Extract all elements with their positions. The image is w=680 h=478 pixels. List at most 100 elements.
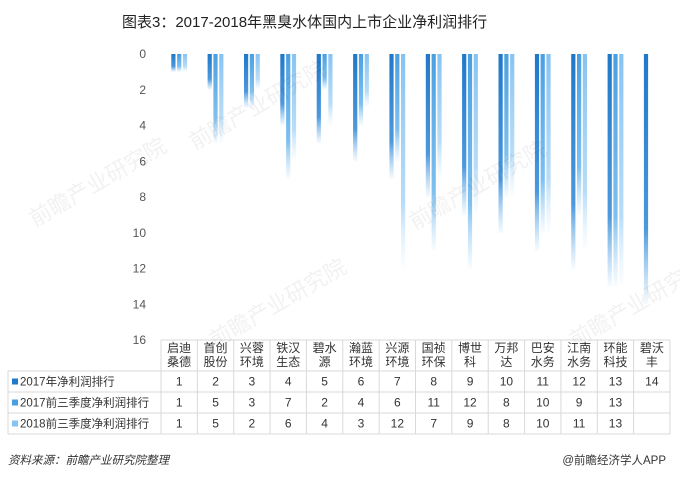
bar-1-3 (244, 54, 249, 108)
bar-1-12 (571, 54, 576, 269)
bar-3-10 (510, 54, 515, 197)
bar-2-5 (322, 54, 327, 90)
table-cell: 2 (212, 375, 219, 389)
y-tick-label: 16 (133, 333, 147, 347)
category-label: 万邦 (494, 341, 518, 355)
category-label: 股份 (204, 355, 228, 369)
category-label: 兴源 (385, 341, 409, 355)
category-labels: 启迪桑德首创股份兴蓉环境铁汉生态碧水源瀚蓝环境兴源环境国祯环保博世科万邦达巴安水… (167, 340, 664, 369)
bar-2-13 (613, 54, 618, 287)
category-label: 国祯 (422, 341, 446, 355)
table-cell: 10 (500, 375, 514, 389)
table-cell: 1 (176, 375, 183, 389)
table-cell: 5 (321, 375, 328, 389)
bar-1-9 (462, 54, 467, 215)
table-cell: 4 (358, 396, 365, 410)
category-label: 铁汉 (276, 341, 300, 355)
table-cell: 8 (503, 417, 510, 431)
category-label: 桑德 (167, 354, 191, 369)
table-cell: 13 (609, 396, 623, 410)
table-cell: 7 (394, 375, 401, 389)
y-axis: 0 2 4 6 8 10 12 14 16 (133, 47, 147, 347)
table-cell: 5 (212, 417, 219, 431)
table-cell: 9 (576, 396, 583, 410)
category-label: 科 (464, 355, 476, 369)
y-tick-label: 0 (139, 47, 146, 61)
table-cell: 3 (249, 375, 256, 389)
bar-3-2 (219, 54, 224, 144)
bar-1-1 (171, 54, 176, 72)
y-tick-label: 8 (139, 190, 146, 204)
bar-2-2 (213, 54, 218, 144)
y-tick-label: 10 (133, 226, 147, 240)
bar-1-11 (534, 54, 540, 251)
category-label: 环境 (349, 354, 373, 369)
table-cell: 8 (430, 375, 437, 389)
legend-swatch-2 (12, 399, 18, 406)
bar-3-1 (182, 54, 188, 72)
bar-3-13 (619, 54, 624, 287)
bar-3-4 (291, 54, 297, 162)
table-cell: 3 (249, 396, 256, 410)
credit-note: @前瞻经济学人APP (562, 455, 666, 467)
table-cell: 10 (536, 396, 550, 410)
category-label: 碧水 (313, 341, 337, 355)
bar-2-8 (431, 54, 436, 251)
category-label: 水务 (567, 354, 591, 369)
category-label: 江南 (567, 340, 591, 355)
table-cell: 3 (358, 417, 365, 431)
bar-2-10 (504, 54, 509, 197)
table-cell: 12 (391, 417, 405, 431)
bar-3-9 (473, 54, 478, 215)
bar-1-14 (643, 54, 649, 305)
category-label: 丰 (646, 355, 658, 369)
bar-1-7 (389, 54, 394, 180)
legend-swatch-3 (12, 420, 18, 427)
table-cell: 6 (358, 375, 365, 389)
series-label-2: 2017前三季度净利润排行 (20, 396, 149, 410)
bar-1-2 (207, 54, 212, 90)
bar-2-3 (249, 54, 254, 108)
bar-3-8 (437, 54, 442, 180)
bar-3-11 (546, 54, 551, 233)
bar-1-5 (316, 54, 321, 144)
bar-2-12 (577, 54, 582, 215)
category-label: 启迪 (167, 341, 191, 355)
category-label: 环能 (603, 341, 627, 355)
category-label: 水务 (531, 354, 555, 369)
y-tick-label: 4 (139, 119, 146, 133)
table-cell: 6 (394, 396, 401, 410)
table-cell: 6 (285, 417, 292, 431)
source-note: 资料来源：前瞻产业研究院整理 (8, 455, 169, 467)
y-tick-label: 12 (133, 262, 147, 276)
series-label-1: 2017年净利润排行 (20, 375, 115, 389)
y-tick-label: 6 (139, 154, 146, 168)
table-grid (7, 339, 671, 435)
y-tick-label: 2 (139, 83, 146, 97)
table-cell: 13 (609, 417, 623, 431)
category-label: 源 (319, 355, 331, 369)
bar-2-11 (540, 54, 545, 233)
table-cell: 2 (321, 396, 328, 410)
category-label: 首创 (204, 341, 228, 355)
bar-1-10 (498, 54, 503, 233)
category-label: 环境 (240, 354, 264, 369)
y-tick-label: 14 (133, 297, 147, 311)
bars (171, 54, 649, 305)
category-label: 博世 (458, 340, 482, 355)
bar-3-3 (255, 54, 260, 90)
category-label: 碧沃 (640, 341, 664, 355)
bar-2-4 (286, 54, 291, 180)
bar-1-8 (425, 54, 430, 197)
bar-3-7 (401, 54, 406, 269)
table-cell: 10 (536, 417, 550, 431)
table-cell: 4 (321, 417, 328, 431)
category-label: 科技 (603, 355, 627, 369)
table-cell: 13 (609, 375, 623, 389)
category-label: 瀚蓝 (349, 340, 373, 355)
table-cell: 11 (427, 396, 440, 410)
bar-2-7 (395, 54, 400, 162)
table-cell: 12 (463, 396, 477, 410)
category-label: 生态 (276, 355, 300, 369)
